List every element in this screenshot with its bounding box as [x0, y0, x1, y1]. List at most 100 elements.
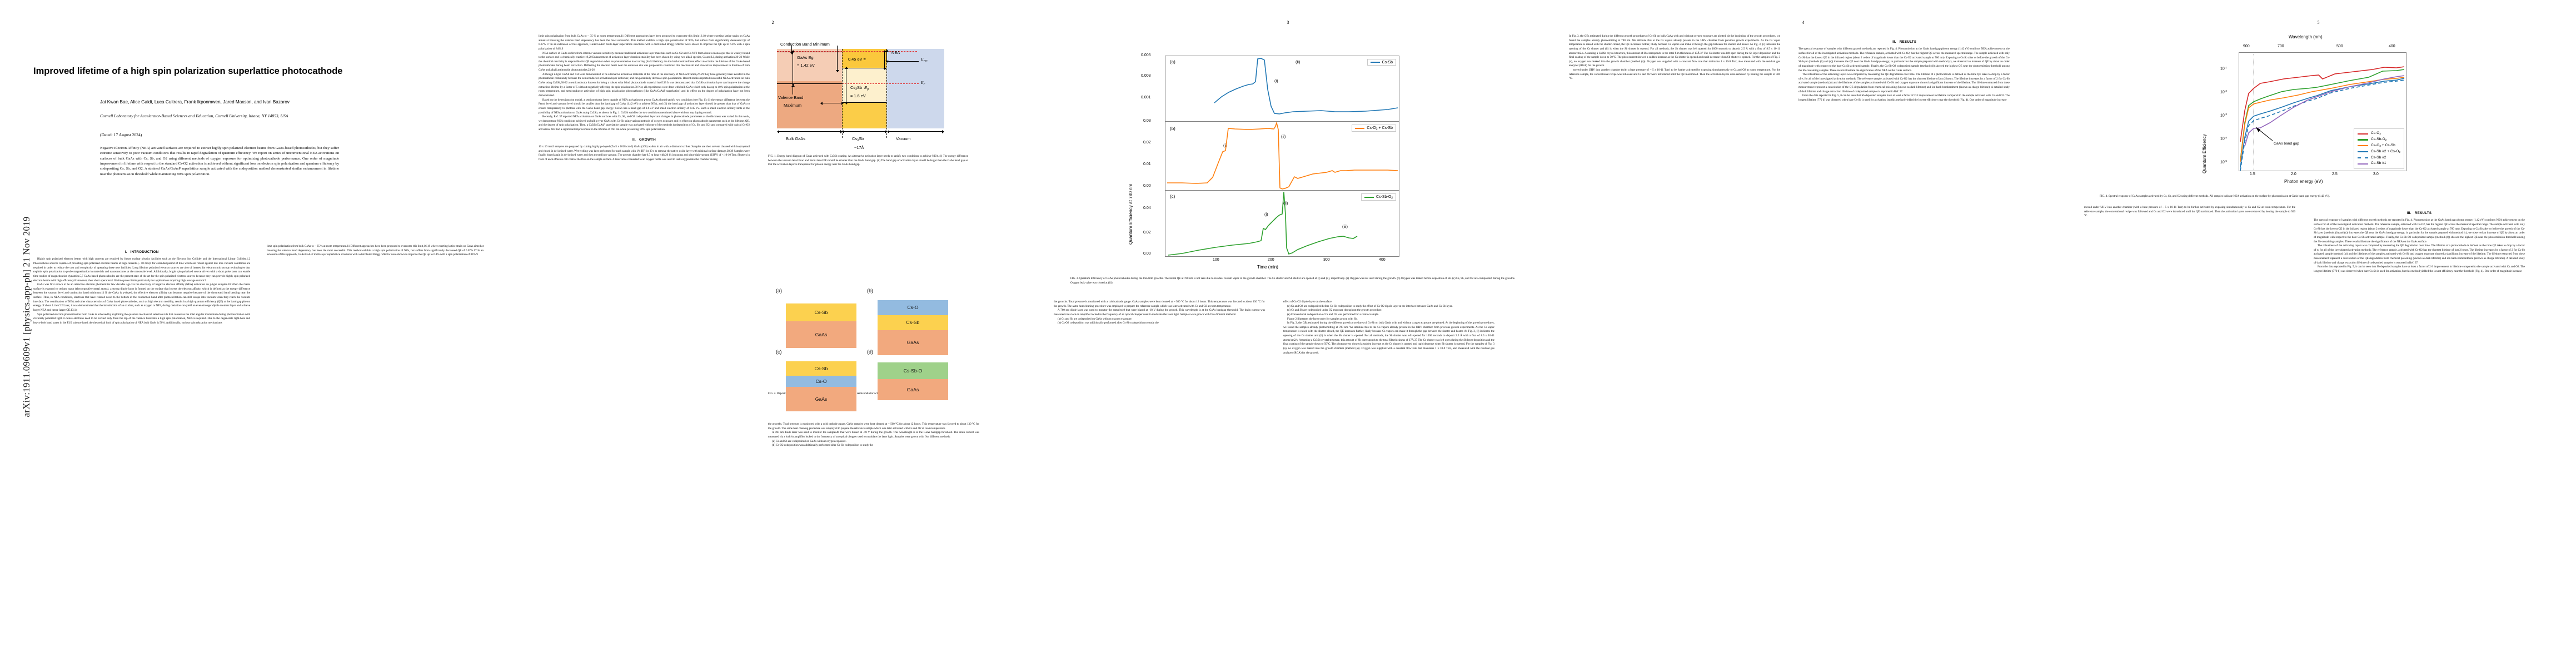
page-number: 4: [1802, 20, 1805, 25]
marker-i: (i): [1264, 212, 1268, 217]
panel-c-ytick: 0.00: [1143, 252, 1151, 256]
cssb-affinity-region: [842, 49, 886, 68]
paragraph: Recently, Ref. 37 reported NEA activatio…: [539, 115, 750, 132]
legend-label: Cs-O2 + Cs-Sb: [2370, 143, 2395, 148]
vacuum-region-arrow: [887, 130, 944, 133]
vbm-label-1: Valence Band: [778, 95, 804, 100]
figure-2-caption: FIG. 2. Deposition order of different ox…: [768, 392, 968, 396]
page5-column-right: III. RESULTS The spectral response of sam…: [2314, 206, 2525, 639]
band-diagram: Conduction Band Minimum GaAs Eg = 1.42 e…: [768, 32, 951, 150]
stack-layer: Cs-Sb: [786, 361, 856, 376]
figure-3-xtick: 300: [1323, 258, 1330, 262]
figure-2-label: FIG. 2.: [768, 392, 776, 395]
paragraph: the growths. Total pressure is monitored…: [1054, 300, 1265, 308]
stack-layer: Cs-Sb: [878, 315, 948, 330]
electron-affinity-label: 0.45 eV =: [848, 57, 866, 62]
page-3: 3 Quantum Efficiency at 780 nm (a) (i) (…: [1030, 0, 1546, 667]
figure-4-ytick: 10-1: [2220, 66, 2227, 71]
figure-1-label: FIG. 1.: [768, 155, 776, 158]
section-heading-results-p5: III. RESULTS: [2406, 211, 2432, 215]
stack-layer: GaAs: [786, 387, 856, 411]
paragraph: GaAs was first shown to be an attractive…: [33, 283, 250, 312]
affinity-arrow: [883, 50, 886, 70]
legend-swatch: [1364, 196, 1374, 198]
cssb-valence-band-line: [842, 102, 886, 103]
panel-c-legend: Cs-Sb-O2: [1361, 193, 1396, 201]
marker-ii: (ii): [1283, 201, 1288, 206]
panel-c-ytick: 0.04: [1143, 206, 1151, 210]
legend-item: Cs-Sb #1: [2357, 161, 2400, 167]
paragraph: (c) Cs and O2 are codeposited before Cs-…: [1287, 304, 1453, 308]
fermi-level-dashed-line: [842, 83, 919, 84]
cssb-eg-label-2: = 1.6 eV: [850, 93, 866, 98]
figure-4-ylabel: Quantum Efficiency: [2202, 134, 2207, 173]
nea-arrow: [885, 49, 889, 63]
section-heading-introduction: I. INTRODUCTION: [124, 250, 159, 254]
paragraph: (a) Cs and Sb are codeposited on GaAs wi…: [1058, 317, 1132, 321]
legend-label: Cs-Sb-O2: [1376, 195, 1393, 200]
figure-2-panel-c-tag: (c): [776, 349, 782, 355]
bulk-region-arrow: [777, 130, 843, 133]
page-4: 4 In Fig. 3, the QEs estimated during th…: [1546, 0, 2061, 667]
figure-1-caption: FIG. 1. Energy band diagram of GaAs acti…: [768, 155, 968, 167]
author-list: Jai Kwan Bae, Alice Galdi, Luca Cultrera…: [100, 99, 290, 104]
figure-4-plot: GaAs band gap 10-1 10-2 10-3 10-4 10-5 C…: [2220, 52, 2406, 171]
figure-4-ytick: 10-4: [2220, 136, 2227, 141]
paragraph: (b) Cs-O2 codeposition was additionally …: [772, 444, 873, 447]
panel-b-ytick: 0.02: [1143, 141, 1151, 145]
paragraph: Although n-type Cs2Sb and CsI were demon…: [539, 72, 750, 97]
paragraph: The robustness of the activating layers …: [2314, 244, 2525, 265]
figure-1: Conduction Band Minimum GaAs Eg = 1.42 e…: [768, 32, 968, 167]
page-number: 2: [771, 20, 774, 25]
legend-item: Cs-O2: [2357, 131, 2400, 137]
page-number: 5: [2317, 20, 2320, 25]
bulk-gaas-label: Bulk GaAs: [786, 136, 805, 141]
vacuum-region: [886, 49, 944, 128]
figure-2: (a) Cs-Sb GaAs (b) Cs-O Cs-Sb GaAs (c) C…: [768, 278, 968, 411]
figure-4-curves: [2240, 66, 2405, 171]
figure-4-xtick: 1.5: [2250, 172, 2255, 176]
figure-4-ytick: 10-2: [2220, 89, 2227, 94]
paragraph: 10 x 10 mm2 samples are prepared by cutt…: [539, 145, 750, 161]
stack-layer: Cs-O: [878, 300, 948, 315]
abstract: Negative Electron Affinity (NEA) activat…: [100, 146, 339, 176]
gaas-eg-label-2: = 1.42 eV: [797, 63, 815, 68]
legend-item: Cs-Sb #2: [2357, 155, 2400, 161]
figure-4-legend: Cs-O2 Cs-Sb-O2 Cs-O2 + Cs-Sb Cs-Sb #2 + …: [2353, 128, 2404, 169]
figure-4-top-tick: 700: [2278, 44, 2284, 48]
page2-column-left: limit spin polarization from bulk GaAs t…: [539, 34, 750, 624]
paragraph: NEA surface of GaAs suffers from extreme…: [539, 51, 750, 72]
legend-label: Cs-O2 + Cs-Sb: [1367, 126, 1393, 131]
cbm-pointer-left: [790, 46, 794, 54]
panel-c-tag: (c): [1170, 194, 1175, 199]
figure-3-caption: FIG. 3. Quantum Efficiency of GaAs photo…: [1070, 277, 1515, 285]
panel-a-ytick: 0.003: [1141, 74, 1151, 78]
cssb-thickness-label: ~17Å: [854, 145, 864, 150]
affiliation: Cornell Laboratory for Accelerator-Based…: [100, 113, 288, 118]
figure-3-panel-c: (c) (i) (ii) (iii) 0.04 0.02 0.00 Cs-Sb-…: [1143, 190, 1399, 257]
figure-3-xtick: 100: [1213, 258, 1219, 262]
page-2: 2 limit spin polarization from bulk GaAs…: [515, 0, 1030, 667]
legend-swatch: [1370, 61, 1380, 63]
figure-4-xtick: 3.0: [2373, 172, 2379, 176]
figure-4-top-tick: 900: [2243, 44, 2250, 48]
panel-b-ytick: 0.03: [1143, 119, 1151, 123]
paragraph: Based on the heterojunction model, a sem…: [539, 98, 750, 115]
marker-i: (i): [1274, 78, 1278, 83]
figure-4-xtick: 2.5: [2332, 172, 2338, 176]
panel-c-ytick: 0.02: [1143, 231, 1151, 235]
cbm-label: Conduction Band Minimum: [780, 42, 830, 47]
legend-label: Cs-Sb #2: [2370, 155, 2386, 160]
vacuum-label: Vacuum: [896, 136, 911, 141]
legend-label: Cs-Sb #2 + Cs-O2: [2370, 149, 2400, 154]
vbm-label-2: Maximum: [784, 103, 802, 108]
panel-a-ytick: 0.005: [1141, 53, 1151, 57]
paragraph: (b) Cs-O2 codeposition was additionally …: [1058, 321, 1159, 325]
figure-2-panel-a-stack: Cs-Sb GaAs: [786, 303, 856, 348]
cssb-vacuum-interface-line: [886, 49, 887, 138]
section-heading-growth: II. GROWTH: [632, 137, 656, 142]
figure-4-top-tick: 400: [2389, 44, 2395, 48]
evac-label: Evac: [921, 57, 928, 63]
figure-3-panel-a: (a) (i) (ii) 0.005 0.003 0.001 Cs-Sb: [1141, 53, 1399, 122]
gaas-bandgap-region: [777, 49, 842, 81]
